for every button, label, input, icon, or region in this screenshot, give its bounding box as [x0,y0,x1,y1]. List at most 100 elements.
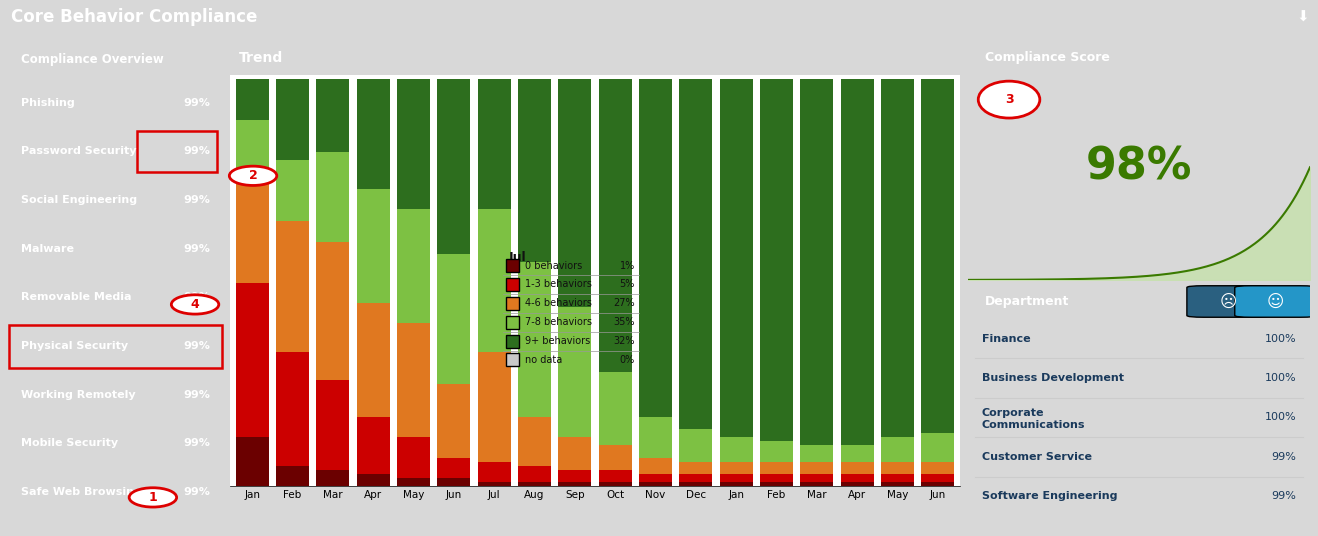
FancyBboxPatch shape [506,297,519,310]
Text: Customer Service: Customer Service [982,452,1091,462]
Bar [760,441,793,461]
Text: 0 behaviors: 0 behaviors [525,260,583,271]
Bar [275,352,308,466]
Bar [841,474,874,482]
Bar [720,79,753,437]
Bar [438,79,471,254]
Text: 2: 2 [249,169,257,182]
Bar [397,79,430,209]
Bar [397,478,430,486]
Bar [438,458,471,478]
Bar [921,433,954,461]
Bar [800,474,833,482]
Text: 100%: 100% [1265,413,1297,422]
Bar [880,474,913,482]
Text: 9+ behaviors: 9+ behaviors [525,336,590,346]
Bar [921,79,954,433]
Text: ⬇: ⬇ [1296,10,1309,25]
Text: Working Remotely: Working Remotely [21,390,136,400]
Bar [477,482,510,486]
Bar [397,323,430,437]
Bar [598,372,631,445]
Text: ☹: ☹ [1219,293,1236,310]
Bar [236,437,269,486]
Bar [559,470,592,482]
Bar [679,474,712,482]
Text: Safe Web Browsing: Safe Web Browsing [21,487,142,497]
Text: Removable Media: Removable Media [21,293,132,302]
Bar [236,79,269,120]
FancyBboxPatch shape [506,353,519,367]
Bar [357,474,390,486]
Text: Communications: Communications [982,420,1085,429]
Text: 1-3 behaviors: 1-3 behaviors [525,279,592,289]
Text: 27%: 27% [613,299,635,308]
FancyBboxPatch shape [506,316,519,329]
Bar [357,417,390,474]
Text: 5%: 5% [619,279,635,289]
FancyBboxPatch shape [1188,286,1269,317]
Bar [477,352,510,461]
Bar [559,437,592,470]
Text: 99%: 99% [183,341,210,351]
Bar [397,209,430,323]
Text: 7-8 behaviors: 7-8 behaviors [525,317,592,327]
Bar [841,79,874,445]
Text: Finance: Finance [982,334,1031,344]
Text: 99%: 99% [183,244,210,254]
Bar [800,445,833,461]
Bar [559,307,592,437]
Bar [559,79,592,307]
Bar [397,437,430,478]
Text: 0%: 0% [619,355,635,365]
Bar [518,466,551,482]
Text: Core Behavior Compliance: Core Behavior Compliance [11,9,257,26]
Text: Business Development: Business Development [982,373,1124,383]
Text: 99%: 99% [183,487,210,497]
Bar [679,482,712,486]
Bar [841,445,874,461]
Bar [598,482,631,486]
Text: 35%: 35% [613,317,635,327]
Bar [760,474,793,482]
Text: 32%: 32% [613,336,635,346]
Bar [438,384,471,458]
Bar [316,79,349,152]
Bar [639,417,672,458]
Bar [518,417,551,466]
Bar [880,482,913,486]
Text: 99%: 99% [183,293,210,302]
Bar [438,254,471,384]
Text: 4: 4 [191,298,199,311]
Bar [357,189,390,303]
Bar [438,478,471,486]
Bar [275,79,308,160]
Bar [639,474,672,482]
Bar [236,282,269,437]
Text: 3: 3 [1004,93,1014,106]
Text: 99%: 99% [183,390,210,400]
Bar [275,466,308,486]
Text: 1: 1 [149,491,157,504]
Bar [800,461,833,474]
Text: 100%: 100% [1265,373,1297,383]
Text: Phishing: Phishing [21,98,75,108]
Bar [316,152,349,242]
Bar [800,79,833,445]
Bar [921,482,954,486]
Bar [679,429,712,461]
Bar [720,437,753,461]
Circle shape [978,81,1040,118]
Text: Mobile Security: Mobile Security [21,438,119,449]
Bar [598,470,631,482]
Bar [720,474,753,482]
Text: ☺: ☺ [1267,293,1285,310]
Bar [880,437,913,461]
Text: Compliance Overview: Compliance Overview [21,53,163,65]
Bar [518,79,551,262]
Bar [760,79,793,441]
Bar [760,461,793,474]
Bar [316,380,349,470]
Text: Malware: Malware [21,244,74,254]
Text: 99%: 99% [1272,452,1297,462]
